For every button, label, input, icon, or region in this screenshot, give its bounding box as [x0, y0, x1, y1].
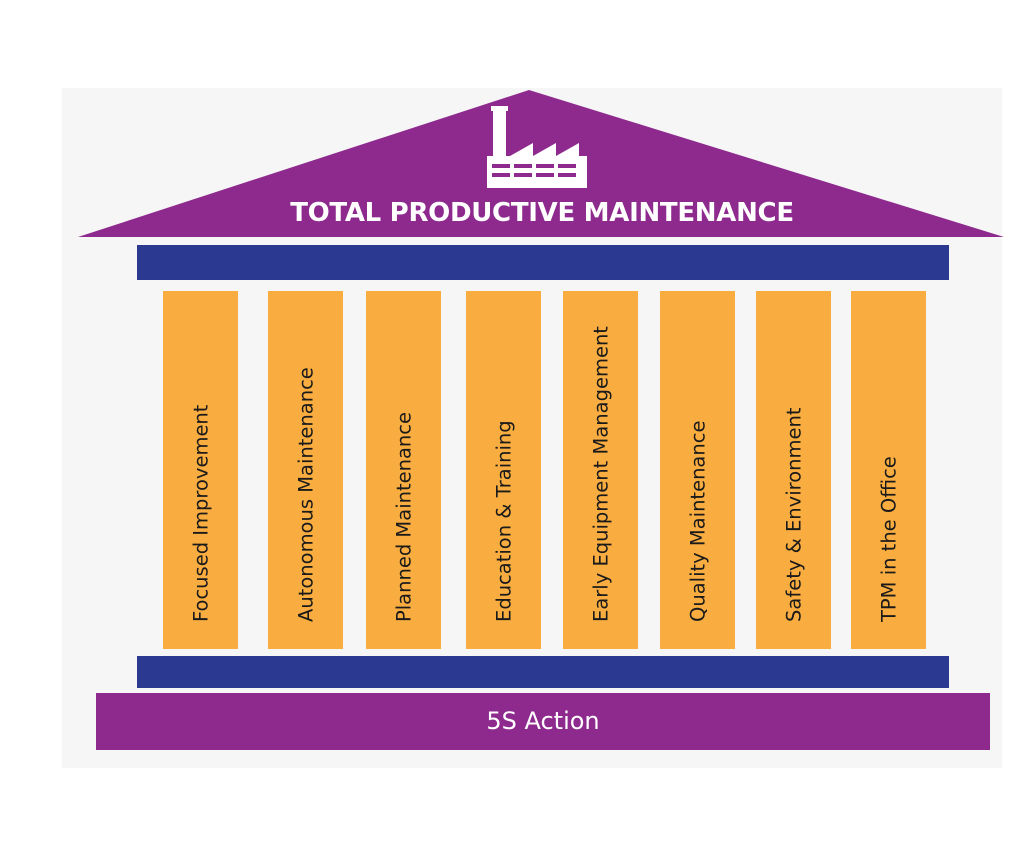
pillar-label: Planned Maintenance: [391, 411, 415, 622]
pillar-label: Safety & Environment: [781, 407, 805, 622]
pillar-label: Education & Training: [491, 419, 515, 622]
pillar-tpm-in-the-office: TPM in the Office: [851, 291, 926, 649]
factory-icon: [487, 106, 587, 188]
foundation: 5S Action: [96, 693, 990, 750]
pillar-label: Quality Maintenance: [685, 420, 709, 622]
pillar-early-equipment-management: Early Equipment Management: [563, 291, 638, 649]
pillar-quality-maintenance: Quality Maintenance: [660, 291, 735, 649]
pillar-planned-maintenance: Planned Maintenance: [366, 291, 441, 649]
pillar-focused-improvement: Focused Improvement: [163, 291, 238, 649]
roof-title: TOTAL PRODUCTIVE MAINTENANCE: [290, 198, 794, 228]
pillar-label: Focused Improvement: [188, 404, 212, 622]
bottom-beam: [137, 656, 949, 688]
pillar-safety-environment: Safety & Environment: [756, 291, 831, 649]
pillar-label: Early Equipment Management: [588, 325, 612, 622]
pillar-label: Autonomous Maintenance: [293, 366, 317, 622]
pillar-education-training: Education & Training: [466, 291, 541, 649]
foundation-label: 5S Action: [486, 707, 600, 735]
pillar-autonomous-maintenance: Autonomous Maintenance: [268, 291, 343, 649]
pillar-label: TPM in the Office: [876, 455, 900, 622]
top-beam: [137, 245, 949, 280]
